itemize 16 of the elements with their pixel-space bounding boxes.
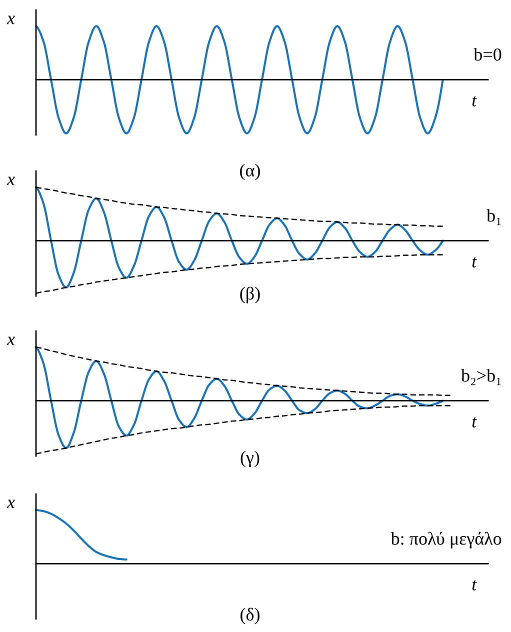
annotation: b₂>b₁	[461, 368, 501, 386]
annotation: b: πολύ μεγάλο	[390, 532, 502, 548]
text: (δ)	[240, 608, 260, 624]
annotation: b=0	[474, 48, 502, 61]
y-axis-title: x	[6, 176, 15, 186]
annotation: b₁	[486, 208, 501, 226]
text: (γ)	[240, 450, 260, 468]
text: (β)	[240, 286, 260, 304]
x-axis-title: t	[472, 96, 477, 106]
x-axis-title: t	[472, 580, 477, 590]
x-axis-title: t	[472, 417, 477, 428]
y-axis-title: x	[6, 336, 15, 346]
y-axis-title: x	[6, 500, 15, 508]
x-axis-title: t	[472, 257, 477, 268]
text: (α)	[240, 164, 260, 180]
y-axis-title: x	[6, 16, 15, 24]
